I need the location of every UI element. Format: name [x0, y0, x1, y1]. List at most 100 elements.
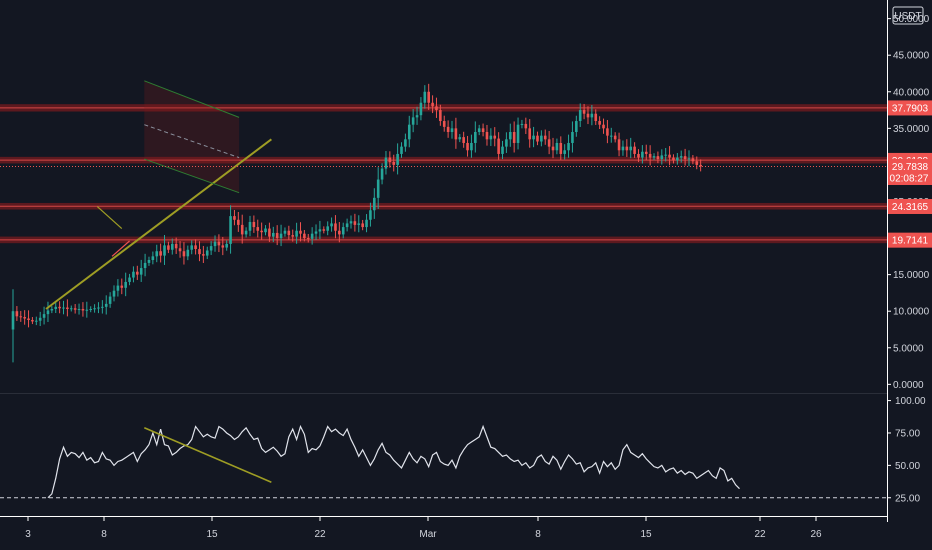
candle	[345, 218, 349, 232]
price-pane[interactable]	[0, 80, 887, 363]
candle-body	[365, 219, 368, 228]
candle	[594, 109, 598, 125]
candle	[551, 137, 555, 159]
candle	[330, 217, 333, 232]
candle	[248, 215, 252, 237]
level-price-tag	[888, 232, 932, 248]
candle	[489, 128, 493, 146]
candle-body	[559, 142, 563, 154]
candlestick-series	[11, 83, 702, 363]
candle	[361, 219, 364, 231]
candle-body	[256, 227, 260, 231]
candle	[167, 241, 170, 254]
candle-body	[283, 230, 287, 234]
price-tick-label: 40.0000	[893, 87, 930, 98]
candle-body	[58, 306, 61, 309]
candle	[73, 304, 77, 314]
candle-body	[248, 221, 252, 231]
candle-body	[691, 158, 695, 162]
candle-body	[493, 135, 497, 139]
candle-body	[69, 308, 73, 310]
candle-body	[474, 132, 477, 143]
candle-body	[225, 243, 228, 248]
candle	[672, 154, 675, 164]
rsi-axis[interactable]: 100.00 75.00 50.00 25.00	[887, 396, 926, 504]
candle	[202, 245, 205, 263]
candle	[77, 303, 81, 315]
candle	[532, 126, 535, 148]
currency-button[interactable]: USDT	[892, 6, 924, 25]
candle	[423, 85, 427, 109]
candle	[132, 266, 135, 283]
candle-body	[27, 318, 30, 320]
candle	[695, 156, 699, 170]
candle	[306, 233, 310, 243]
candle	[271, 226, 275, 243]
candle	[442, 115, 446, 132]
candle-body	[306, 238, 310, 240]
candle-body	[244, 230, 248, 235]
candle-body	[543, 135, 547, 140]
candle-body	[384, 157, 388, 169]
candle-body	[314, 231, 318, 234]
rsi-line	[47, 424, 740, 499]
candle	[58, 301, 61, 314]
candle-body	[540, 135, 543, 142]
price-tag-label: 37.7903	[892, 103, 929, 114]
candle-body	[598, 121, 601, 125]
candle	[462, 131, 465, 148]
candle-body	[551, 146, 555, 151]
candle-body	[594, 113, 598, 122]
candle-body	[345, 223, 349, 228]
candle-body	[458, 137, 462, 140]
candle-body	[481, 128, 485, 132]
candle-body	[489, 135, 493, 140]
candle-body	[411, 117, 415, 125]
candle	[699, 159, 702, 172]
candle	[505, 132, 508, 153]
candle-body	[136, 271, 139, 275]
rsi-pane[interactable]	[0, 424, 887, 499]
candle-body	[112, 290, 116, 297]
candle	[524, 117, 528, 135]
candle-body	[664, 154, 667, 156]
price-tick-label: 35.0000	[893, 124, 930, 135]
candle-body	[380, 168, 384, 180]
candle-body	[97, 307, 100, 309]
candle	[275, 225, 279, 246]
candle	[400, 142, 403, 158]
candle	[15, 306, 19, 321]
candle-body	[361, 223, 364, 228]
candle-body	[466, 142, 469, 151]
time-axis[interactable]: 3 8 15 22 Mar 8 15 22 26	[25, 517, 822, 540]
candle-body	[291, 235, 295, 237]
candle-body	[299, 230, 302, 234]
candle-body	[202, 254, 205, 256]
candle	[485, 124, 489, 146]
candle	[563, 144, 566, 160]
candle-body	[497, 138, 500, 154]
candle	[633, 142, 636, 158]
candle	[62, 300, 65, 315]
candle-body	[625, 146, 629, 151]
candle	[419, 97, 423, 121]
candle-body	[450, 128, 454, 132]
candle-body	[190, 245, 194, 250]
candle	[540, 130, 543, 147]
candle-body	[435, 106, 438, 111]
candle-body	[520, 123, 524, 125]
candle	[365, 214, 368, 233]
candle-body	[186, 249, 190, 257]
candle-body	[606, 128, 609, 136]
candle-body	[376, 179, 380, 198]
candle	[322, 226, 326, 234]
candle	[687, 150, 691, 167]
candle	[66, 299, 69, 317]
price-tick-label: 5.0000	[893, 343, 924, 354]
candle	[38, 311, 42, 327]
candle	[174, 237, 178, 254]
candle	[299, 222, 302, 242]
candle-body	[264, 228, 267, 233]
drawing-lines	[0, 80, 887, 310]
